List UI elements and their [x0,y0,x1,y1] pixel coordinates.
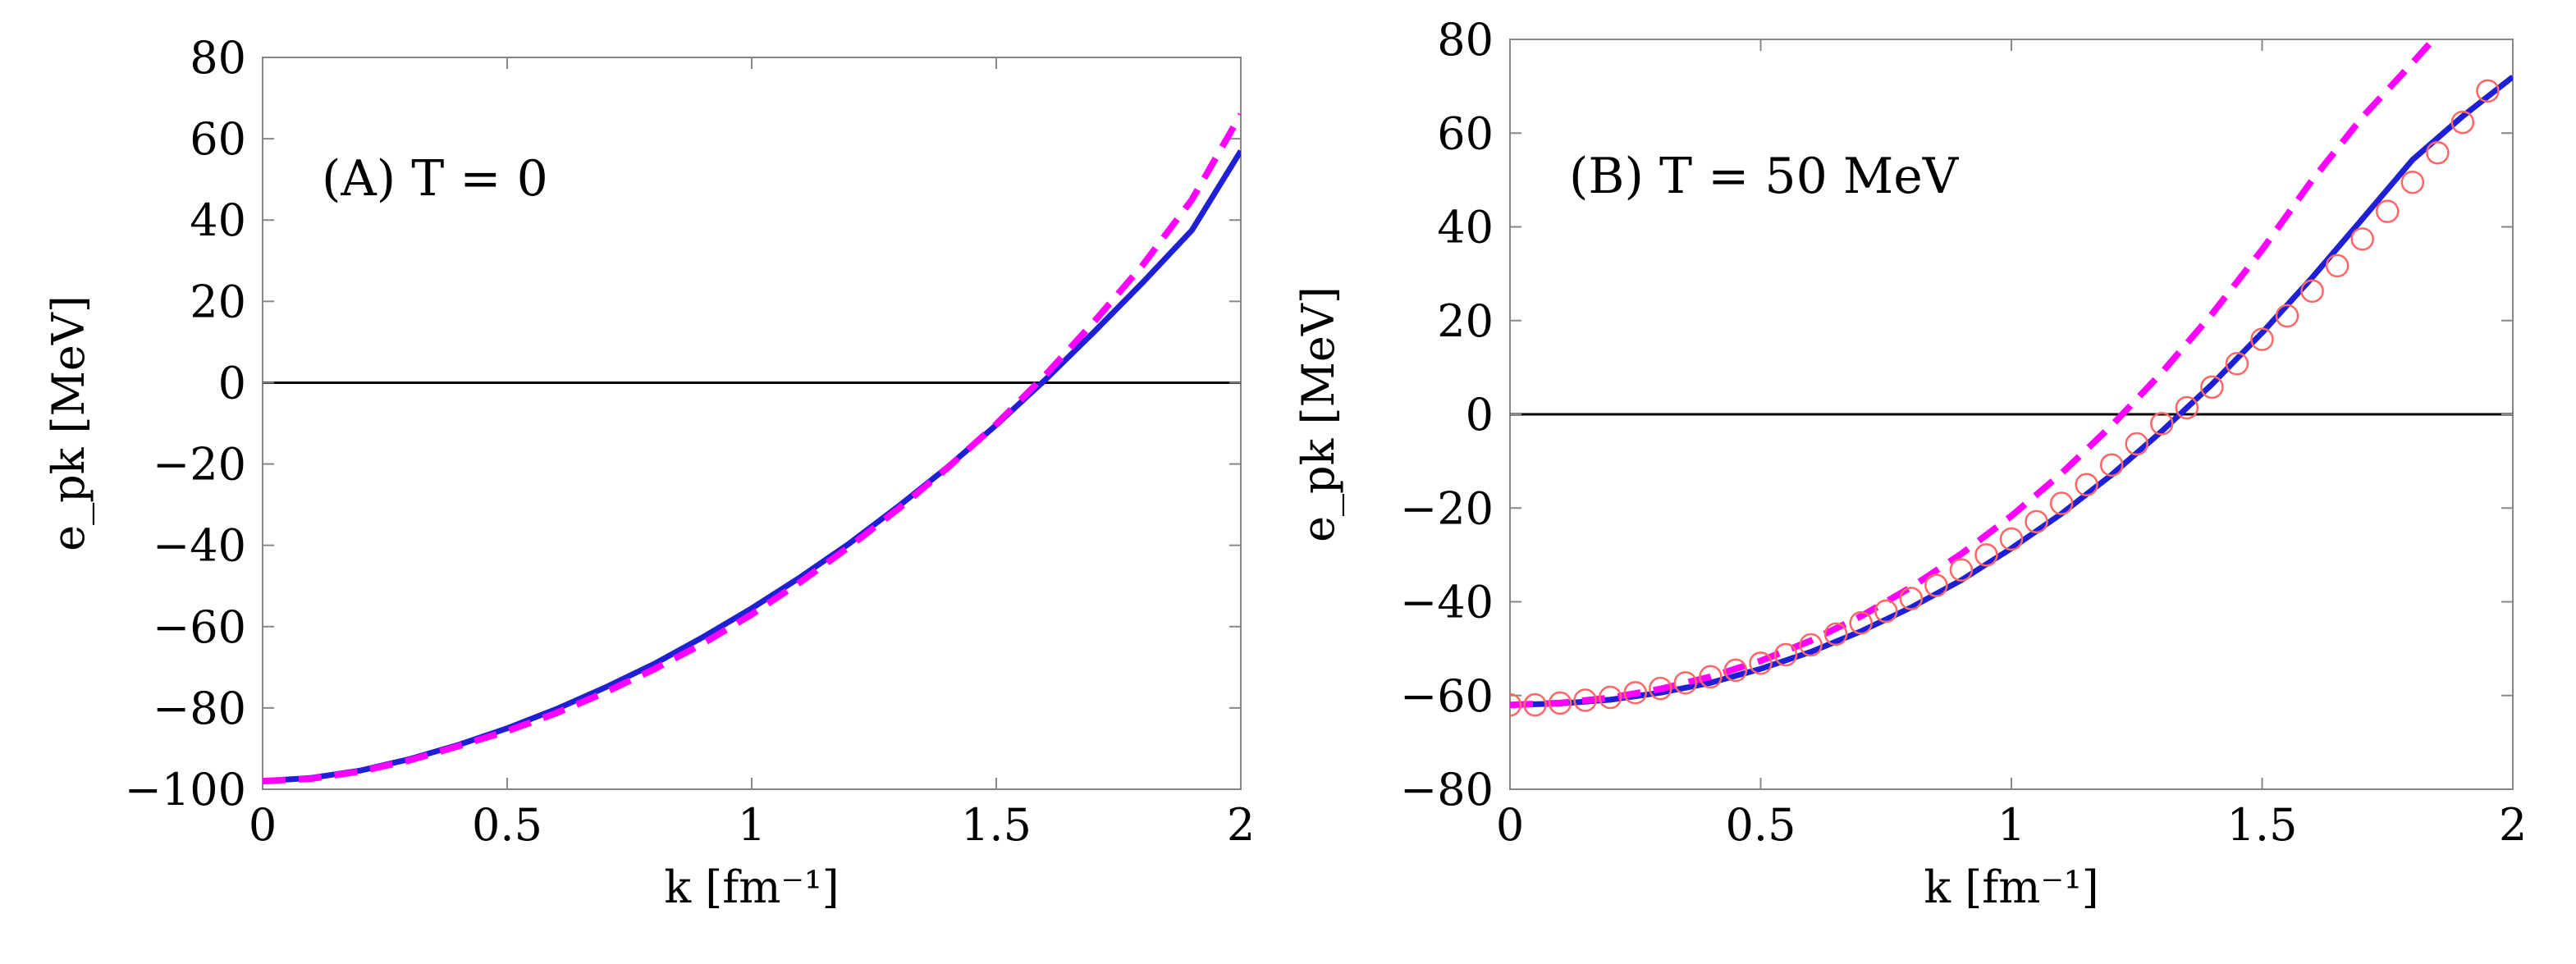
panel-b-marker-point [2450,110,2475,135]
panel-b-marker-point [1673,671,1698,695]
panel-b-marker-point [1899,587,1924,610]
panel-b-marker-point [1573,688,1597,712]
panel-b-marker-point [2150,412,2174,436]
panel-b-marker-point [2225,352,2249,376]
panel-b-marker-point [2049,491,2074,515]
panel-a-y-tick-label: 0 [218,357,246,409]
panel-b-marker-point [2350,227,2374,251]
panel-b-marker-point [2476,79,2500,103]
panel-b-marker-point [2175,395,2199,420]
panel-a-y-tick-label: 80 [190,32,246,84]
panel-b-marker-point [2300,279,2324,304]
panel-b-y-axis-label: e_pk [MeV] [1293,286,1344,542]
panel-b-marker-point [1949,558,1974,582]
panel-b-marker-point [2200,375,2224,400]
panel-a-y-tick-label: −20 [153,439,246,491]
panel-b-marker-point [2275,304,2299,328]
panel-b-marker-point [1874,599,1898,624]
panel-b-marker-point [2376,199,2400,223]
panel-a-y-tick-label: −40 [153,520,246,572]
panel-b-x-tick-label: 0 [1496,799,1524,851]
panel-b-marker-point [1623,681,1647,705]
panel-b-x-tick-label: 1 [1997,799,2025,851]
panel-b-y-tick-label: 60 [1437,107,1494,159]
panel-a-x-tick-label: 1.5 [961,799,1032,851]
panel-b-marker-point [1723,658,1748,683]
panel-b-marker-point [2125,432,2148,456]
panel-b-marker-point [1799,633,1823,657]
panel-b-marker-point [1548,691,1572,715]
panel-a: k [fm⁻¹] e_pk [MeV] 0 0.5 1 1.5 2 −100 −80 −60 −… [43,32,1255,913]
panel-b-marker-point [2075,473,2098,496]
panel-a-x-tick-label: 0.5 [472,799,542,851]
panel-b-marker-point [1999,527,2024,551]
panel-b-marker-point [1924,573,1948,597]
panel-a-y-tick-label: 60 [190,113,246,165]
panel-b-marker-point [2426,140,2450,165]
panel-a-y-tick-label: 40 [190,194,246,246]
panel-b-y-tick-label: −80 [1400,764,1494,816]
panel-b-y-tick-label: 20 [1437,295,1494,347]
panel-a-x-tick-label: 1 [738,799,766,851]
panel-a-annotation: (A) T = 0 [322,150,548,208]
panel-b-marker-point [2325,254,2350,278]
panel-b-marker-point [1749,651,1773,675]
panel-b-marker-point [2400,170,2425,194]
panel-b-x-tick-label: 1.5 [2227,799,2298,851]
panel-a-y-tick-label: 20 [190,276,246,327]
panel-b-y-tick-label: −60 [1400,670,1494,722]
panel-b-y-tick-label: 0 [1466,389,1494,441]
panel-b-marker-point [1974,543,1998,567]
panel-b-marker-point [1849,610,1873,635]
panel-b-y-tick-label: 80 [1437,14,1494,66]
panel-b-marker-point [1699,665,1723,689]
panel-b-dashed-series-line [1510,39,2438,709]
panel-b-marker-point [2250,327,2274,351]
panel-a-y-tick-label: −60 [153,601,246,653]
panel-b-x-tick-label: 2 [2499,799,2527,851]
panel-a-solid-series-line [263,149,1241,784]
panel-b-marker-point [2099,453,2124,477]
panel-a-y-tick-label: −80 [153,683,246,734]
panel-b-marker-point [1773,642,1798,667]
panel-a-x-tick-label: 0 [249,799,277,851]
panel-b-marker-point [1823,622,1848,646]
panel-b-marker-point [1649,676,1672,701]
panel-b-y-tick-label: 40 [1437,202,1494,254]
panel-a-x-axis-label: k [fm⁻¹] [664,861,839,913]
panel-b-y-tick-label: −20 [1400,482,1494,534]
panel-a-x-tick-label: 2 [1227,799,1255,851]
panel-b-x-tick-label: 0.5 [1726,799,1796,851]
panel-b: k [fm⁻¹] e_pk [MeV] 0 0.5 1 1.5 2 −80 −60 −40 −2… [1293,14,2527,913]
panel-a-y-tick-label: −100 [125,764,246,816]
panel-b-y-tick-label: −40 [1400,577,1494,628]
panel-b-x-axis-label: k [fm⁻¹] [1924,861,2098,913]
panel-b-marker-point [1510,692,1522,717]
panel-a-dashed-series-line [263,112,1241,785]
panel-b-marker-point [1598,685,1622,710]
panel-b-marker-point [2025,509,2048,534]
panel-b-marker-point [1523,692,1547,717]
panel-b-annotation: (B) T = 50 MeV [1569,148,1960,205]
panel-a-y-axis-label: e_pk [MeV] [43,295,94,551]
